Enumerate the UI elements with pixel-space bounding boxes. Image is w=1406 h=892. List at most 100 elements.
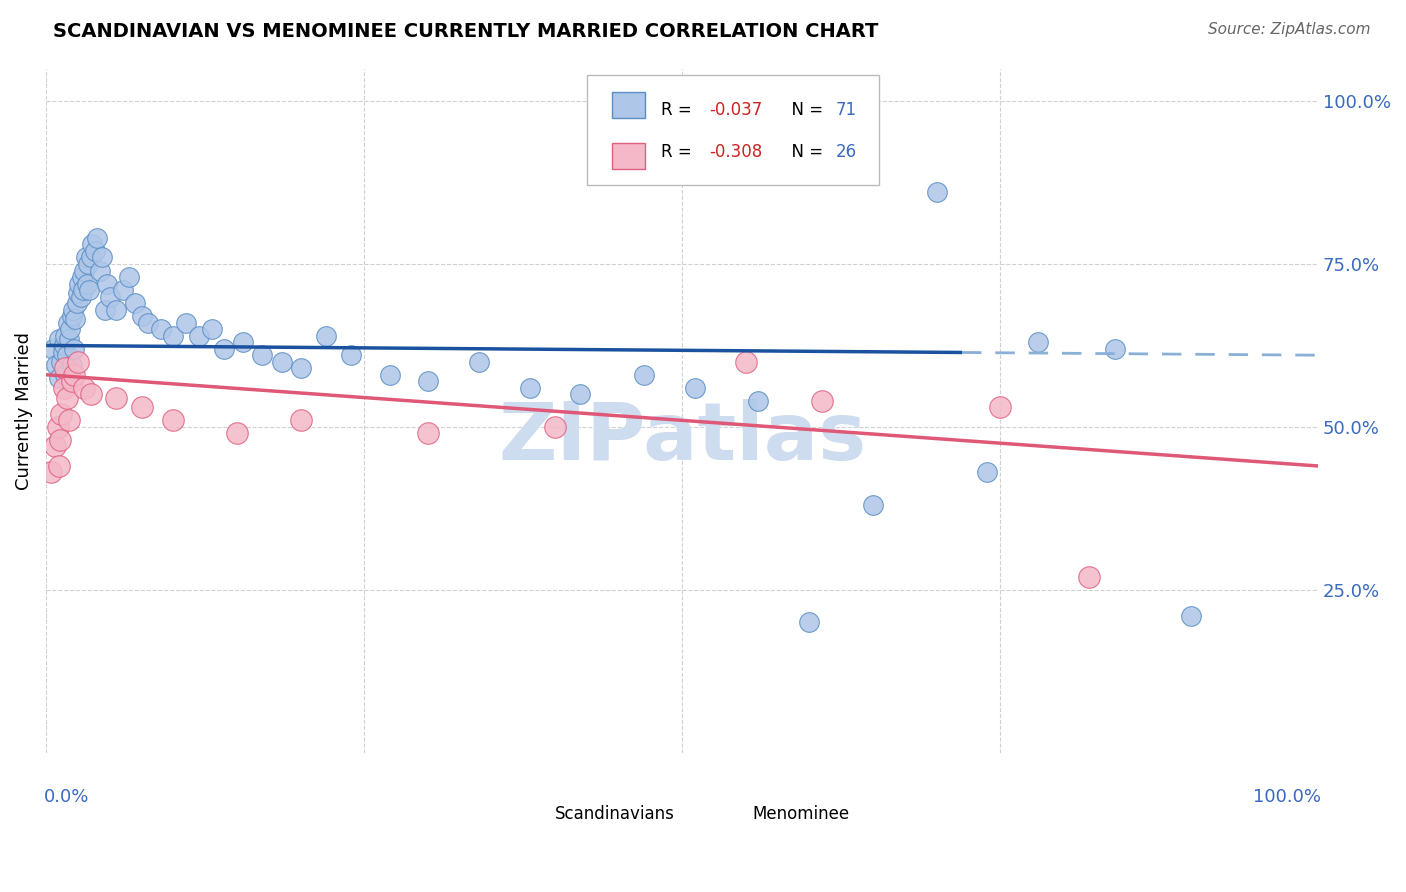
Point [66, 296, 89, 310]
Point [51, 407, 73, 421]
Point [569, 387, 592, 401]
Point [58, 413, 80, 427]
Point [187, 328, 209, 343]
Point [1078, 570, 1101, 584]
Text: Scandinavians: Scandinavians [555, 805, 675, 823]
Point [290, 361, 312, 376]
Point [56, 316, 79, 330]
Point [124, 296, 146, 310]
Point [73, 263, 96, 277]
Point [59, 322, 82, 336]
Point [55, 348, 77, 362]
Text: 0.0%: 0.0% [44, 789, 89, 806]
FancyBboxPatch shape [612, 92, 645, 118]
Point [340, 348, 363, 362]
Point [1180, 608, 1202, 623]
FancyBboxPatch shape [516, 801, 548, 827]
Point [53, 368, 76, 382]
Point [69, 289, 91, 303]
Point [72, 283, 94, 297]
Point [214, 342, 236, 356]
Text: 71: 71 [837, 101, 858, 119]
Point [52, 345, 75, 359]
Point [53, 328, 76, 343]
Point [63, 368, 86, 382]
Text: ZIPatlas: ZIPatlas [498, 399, 866, 477]
Point [105, 391, 128, 405]
Point [53, 361, 76, 376]
Point [315, 328, 337, 343]
Point [416, 374, 439, 388]
Point [80, 387, 103, 401]
Point [39, 466, 62, 480]
Point [232, 335, 254, 350]
Point [58, 332, 80, 346]
Text: Menominee: Menominee [752, 805, 849, 823]
Point [633, 368, 655, 382]
Point [60, 374, 83, 388]
Point [416, 426, 439, 441]
Text: R =: R = [661, 143, 696, 161]
Point [862, 498, 884, 512]
Point [105, 302, 128, 317]
Point [467, 355, 489, 369]
Point [62, 302, 84, 317]
Point [378, 368, 401, 382]
Text: N =: N = [782, 143, 828, 161]
Point [1026, 335, 1049, 350]
Point [683, 381, 706, 395]
Text: 26: 26 [837, 143, 858, 161]
Point [734, 355, 756, 369]
Point [48, 458, 70, 473]
Point [1104, 342, 1126, 356]
FancyBboxPatch shape [612, 143, 645, 169]
Point [162, 413, 184, 427]
Y-axis label: Currently Married: Currently Married [15, 332, 32, 490]
Point [46, 420, 69, 434]
Point [66, 355, 89, 369]
Point [200, 322, 222, 336]
Point [48, 371, 70, 385]
Point [44, 439, 66, 453]
Point [53, 381, 76, 395]
Point [252, 348, 274, 362]
Point [60, 358, 83, 372]
Point [75, 251, 97, 265]
Point [41, 342, 63, 356]
Point [519, 381, 541, 395]
Text: 100.0%: 100.0% [1253, 789, 1320, 806]
Point [55, 391, 77, 405]
Point [96, 277, 118, 291]
Point [925, 186, 948, 200]
Point [162, 328, 184, 343]
Text: -0.308: -0.308 [709, 143, 762, 161]
Point [118, 270, 141, 285]
Point [76, 277, 98, 291]
FancyBboxPatch shape [706, 801, 740, 827]
Point [79, 283, 101, 297]
Point [73, 381, 96, 395]
Point [45, 358, 67, 372]
Point [290, 413, 312, 427]
Point [60, 309, 83, 323]
Point [65, 312, 87, 326]
Point [976, 466, 998, 480]
Point [270, 355, 292, 369]
Point [91, 251, 114, 265]
Point [67, 277, 90, 291]
Point [80, 237, 103, 252]
Text: R =: R = [661, 101, 696, 119]
Point [53, 338, 76, 352]
Point [49, 433, 72, 447]
Point [136, 316, 159, 330]
Text: Source: ZipAtlas.com: Source: ZipAtlas.com [1208, 22, 1371, 37]
Point [70, 270, 93, 285]
Point [811, 393, 834, 408]
Point [86, 231, 108, 245]
Text: SCANDINAVIAN VS MENOMINEE CURRENTLY MARRIED CORRELATION CHART: SCANDINAVIAN VS MENOMINEE CURRENTLY MARR… [53, 22, 879, 41]
Point [83, 244, 105, 258]
Point [988, 401, 1011, 415]
Point [226, 426, 249, 441]
FancyBboxPatch shape [586, 75, 879, 185]
Point [51, 355, 73, 369]
